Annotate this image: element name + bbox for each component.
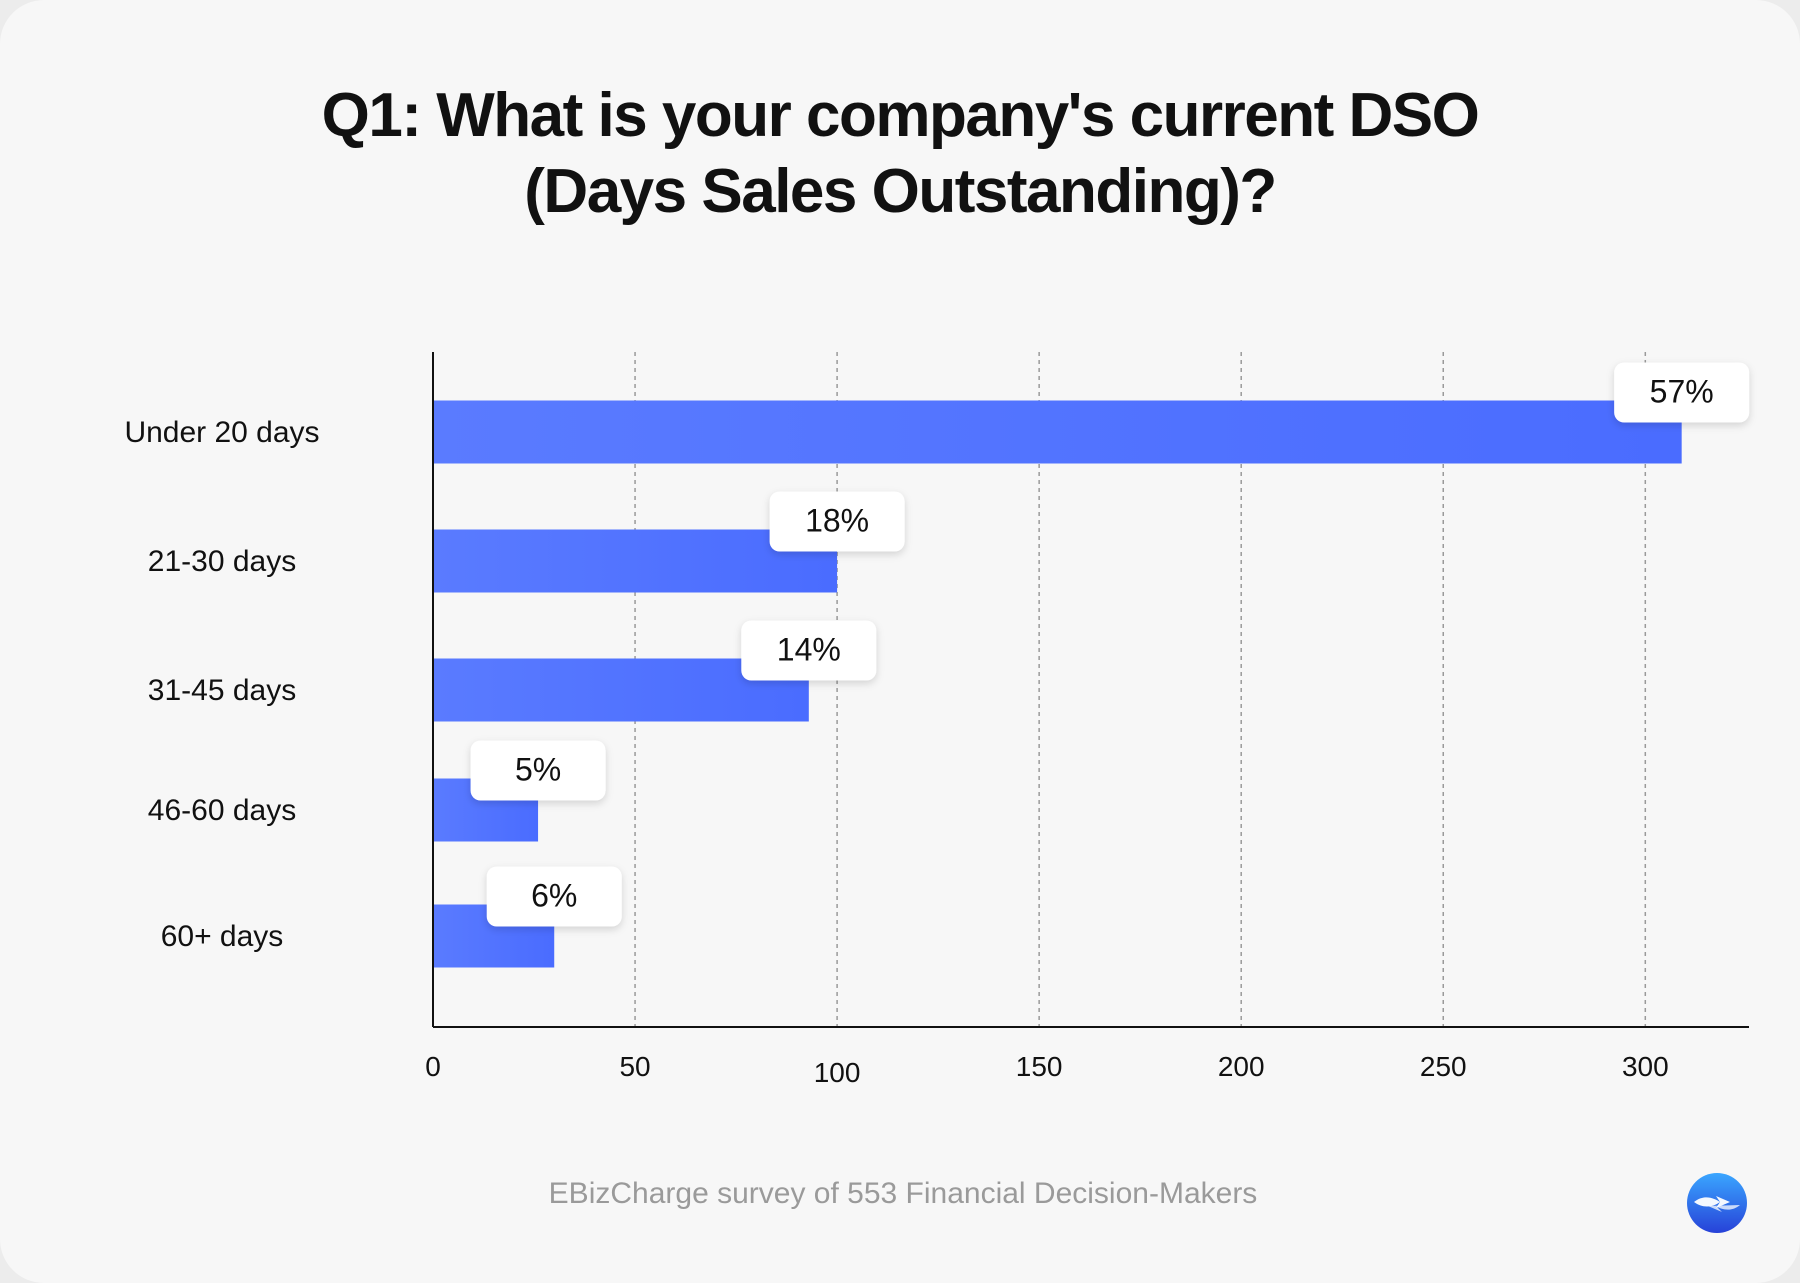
- data-label-box: [486, 866, 622, 927]
- data-label: 14%: [777, 632, 841, 668]
- category-label: 46-60 days: [148, 794, 296, 827]
- x-tick-label: 50: [619, 1051, 650, 1082]
- data-label-box: [769, 491, 905, 552]
- source-note: EBizCharge survey of 553 Financial Decis…: [548, 1177, 1258, 1210]
- data-label: 18%: [805, 503, 869, 539]
- x-tick-label: 250: [1420, 1051, 1467, 1082]
- category-label: Under 20 days: [124, 416, 319, 449]
- ebizcharge-logo-icon: [1687, 1173, 1747, 1233]
- data-label: 57%: [1650, 374, 1714, 410]
- x-tick-label: 200: [1218, 1051, 1265, 1082]
- data-label-box: [470, 740, 606, 801]
- x-tick-label: 0: [425, 1051, 441, 1082]
- x-tick-label: 100: [814, 1057, 861, 1088]
- data-label-box: [1614, 362, 1750, 423]
- chart-title: Q1: What is your company's current DSO (…: [150, 78, 1650, 230]
- category-label: 21-30 days: [148, 545, 296, 578]
- bar: [433, 400, 1682, 464]
- chart-title-line-1: Q1: What is your company's current DSO: [321, 81, 1480, 150]
- data-label: 6%: [531, 878, 577, 914]
- chart-title-line-2: (Days Sales Outstanding)?: [524, 157, 1277, 226]
- bar-chart: Under 20 days 57% 21-30 days 18% 31-45 days 1…: [124, 352, 1750, 1088]
- data-label-box: [741, 620, 877, 681]
- x-tick-label: 150: [1016, 1051, 1063, 1082]
- data-label: 5%: [515, 752, 561, 788]
- category-label: 60+ days: [161, 920, 284, 953]
- category-label: 31-45 days: [148, 674, 296, 707]
- x-tick-label: 300: [1622, 1051, 1669, 1082]
